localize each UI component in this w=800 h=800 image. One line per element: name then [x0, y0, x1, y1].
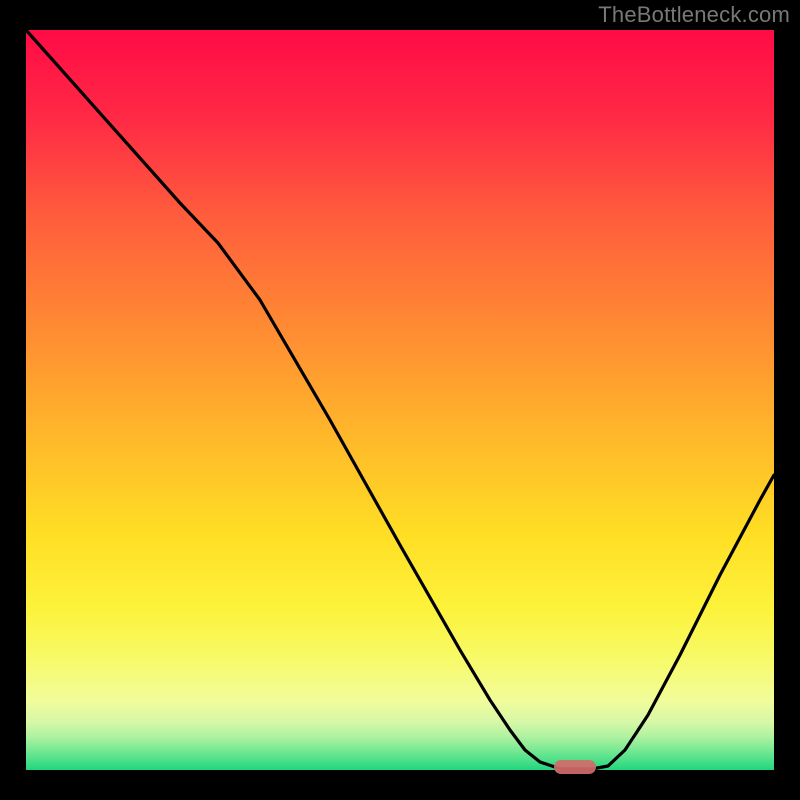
optimum-marker [554, 760, 596, 774]
plot-background [26, 30, 774, 770]
watermark-text: TheBottleneck.com [598, 2, 790, 28]
bottleneck-chart [0, 0, 800, 800]
chart-container: TheBottleneck.com [0, 0, 800, 800]
